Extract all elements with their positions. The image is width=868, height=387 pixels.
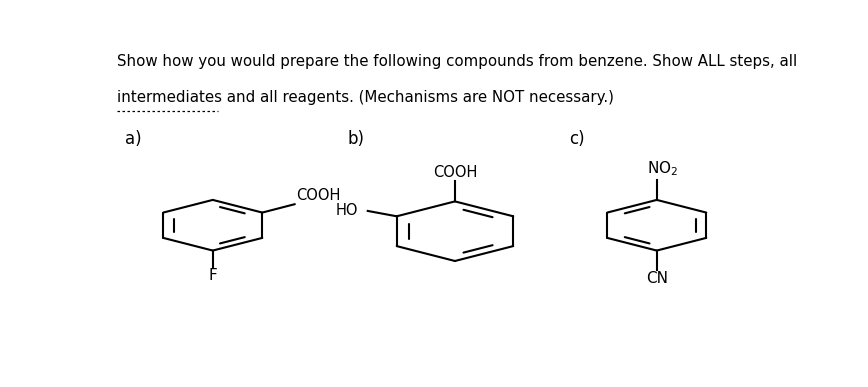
Text: CN: CN — [646, 271, 667, 286]
Text: HO: HO — [336, 204, 358, 218]
Text: b): b) — [347, 130, 365, 148]
Text: intermediates and all reagents. (Mechanisms are NOT necessary.): intermediates and all reagents. (Mechani… — [116, 90, 614, 104]
Text: F: F — [208, 269, 217, 283]
Text: COOH: COOH — [433, 165, 477, 180]
Text: a): a) — [125, 130, 142, 148]
Text: NO$_2$: NO$_2$ — [647, 160, 678, 178]
Text: Show how you would prepare the following compounds from benzene. Show ALL steps,: Show how you would prepare the following… — [116, 54, 797, 69]
Text: COOH: COOH — [297, 188, 341, 203]
Text: c): c) — [569, 130, 585, 148]
